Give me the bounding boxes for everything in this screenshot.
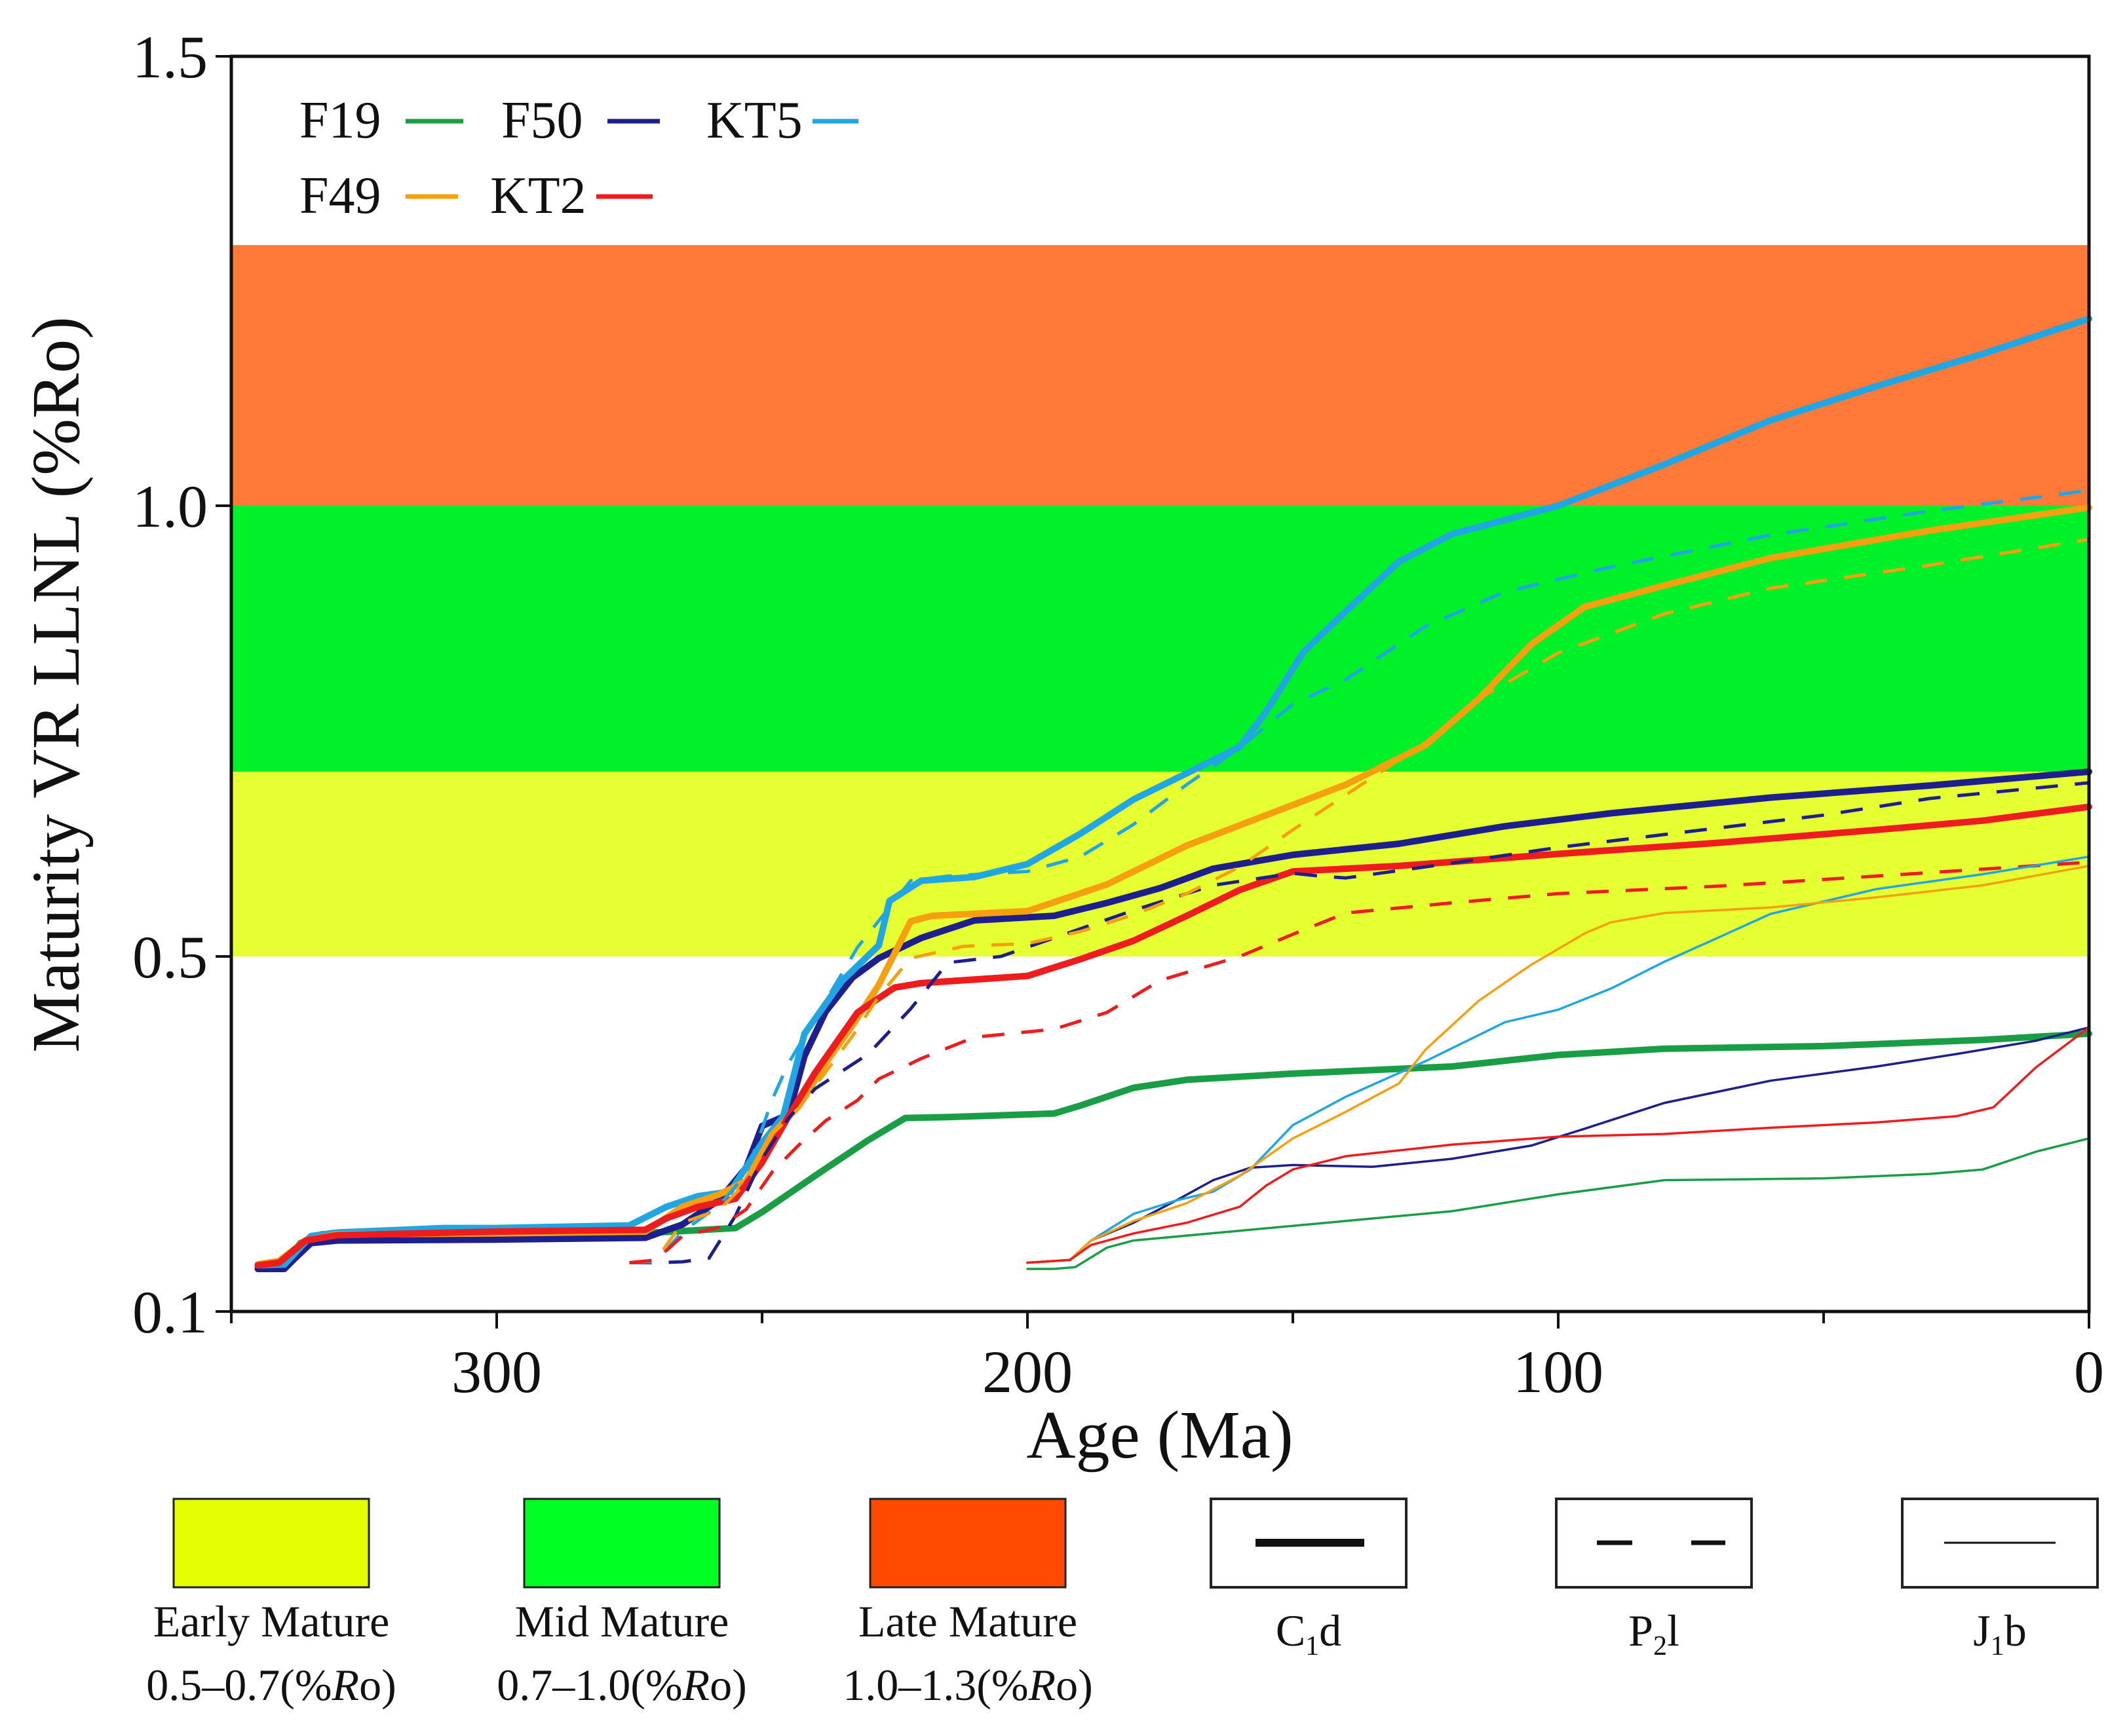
series-line-kt2-j1b (1026, 1026, 2090, 1264)
zone-key-name-0: Early Mature (153, 1596, 390, 1646)
series-line-f49-p2l (629, 537, 2090, 1264)
zone-key-range-1: 0.7–1.0(%Ro) (497, 1660, 747, 1710)
x-axis-title: Age (Ma) (1026, 1397, 1293, 1473)
zone-band-1 (231, 506, 2089, 772)
y-tick-label: 0.1 (132, 1279, 208, 1346)
series-line-f50-j1b (1026, 1026, 2090, 1264)
zone-key: Early Mature 0.5–0.7(%Ro) Mid Mature 0.7–1.… (146, 1498, 1093, 1710)
x-tick-label: 100 (1513, 1338, 1603, 1405)
x-tick-label: 200 (982, 1338, 1073, 1405)
zone-key-swatch-0 (172, 1498, 370, 1589)
x-tick-label: 300 (451, 1338, 542, 1405)
formation-key-label-2: J1b (1973, 1606, 2026, 1661)
legend-label-f50: F50 (501, 92, 583, 149)
axis-ticks: 300 200 100 0 0.1 0.5 1.0 1.5 (132, 24, 2104, 1405)
zone-key-name-1: Mid Mature (515, 1596, 729, 1646)
series-line-kt2-c1d (254, 803, 2092, 1269)
zone-key-range-2: 1.0–1.3(%Ro) (843, 1660, 1093, 1710)
legend-label-kt5: KT5 (706, 92, 803, 149)
formation-key-label-1: P2l (1628, 1606, 1679, 1661)
legend-label-kt2: KT2 (490, 167, 586, 225)
series-line-kt5-p2l (629, 489, 2090, 1264)
maturity-zone-bands (231, 245, 2089, 956)
series-line-f19-j1b (1026, 1137, 2090, 1270)
zone-key-swatch-2 (869, 1498, 1067, 1589)
series-line-kt5-c1d (254, 315, 2092, 1269)
y-axis-title: Maturity VR LLNL (%Ro) (18, 316, 94, 1053)
series-line-kt2-p2l (629, 860, 2090, 1264)
series-line-f50-c1d (254, 768, 2092, 1272)
legend-label-f49: F49 (299, 167, 381, 225)
zone-key-name-2: Late Mature (858, 1596, 1077, 1646)
legend-label-f19: F19 (299, 92, 381, 149)
formation-key: C1d P2l J1b (1210, 1498, 2099, 1661)
well-legend: F19 F50 KT5 F49 KT2 (299, 92, 858, 225)
y-tick-label: 0.5 (132, 924, 208, 991)
plot-frame (229, 54, 2091, 1313)
y-tick-label: 1.0 (132, 473, 208, 540)
series-lines (254, 315, 2092, 1272)
y-tick-label: 1.5 (132, 24, 208, 90)
series-line-f49-j1b (1026, 865, 2090, 1264)
series-line-f50-p2l (629, 781, 2090, 1264)
x-tick-label: 0 (2074, 1338, 2104, 1405)
zone-band-2 (231, 245, 2089, 506)
series-line-kt5-j1b (1026, 855, 2090, 1264)
zone-key-range-0: 0.5–0.7(%Ro) (146, 1660, 396, 1710)
zone-key-swatch-1 (523, 1498, 721, 1589)
formation-key-label-0: C1d (1276, 1606, 1341, 1661)
